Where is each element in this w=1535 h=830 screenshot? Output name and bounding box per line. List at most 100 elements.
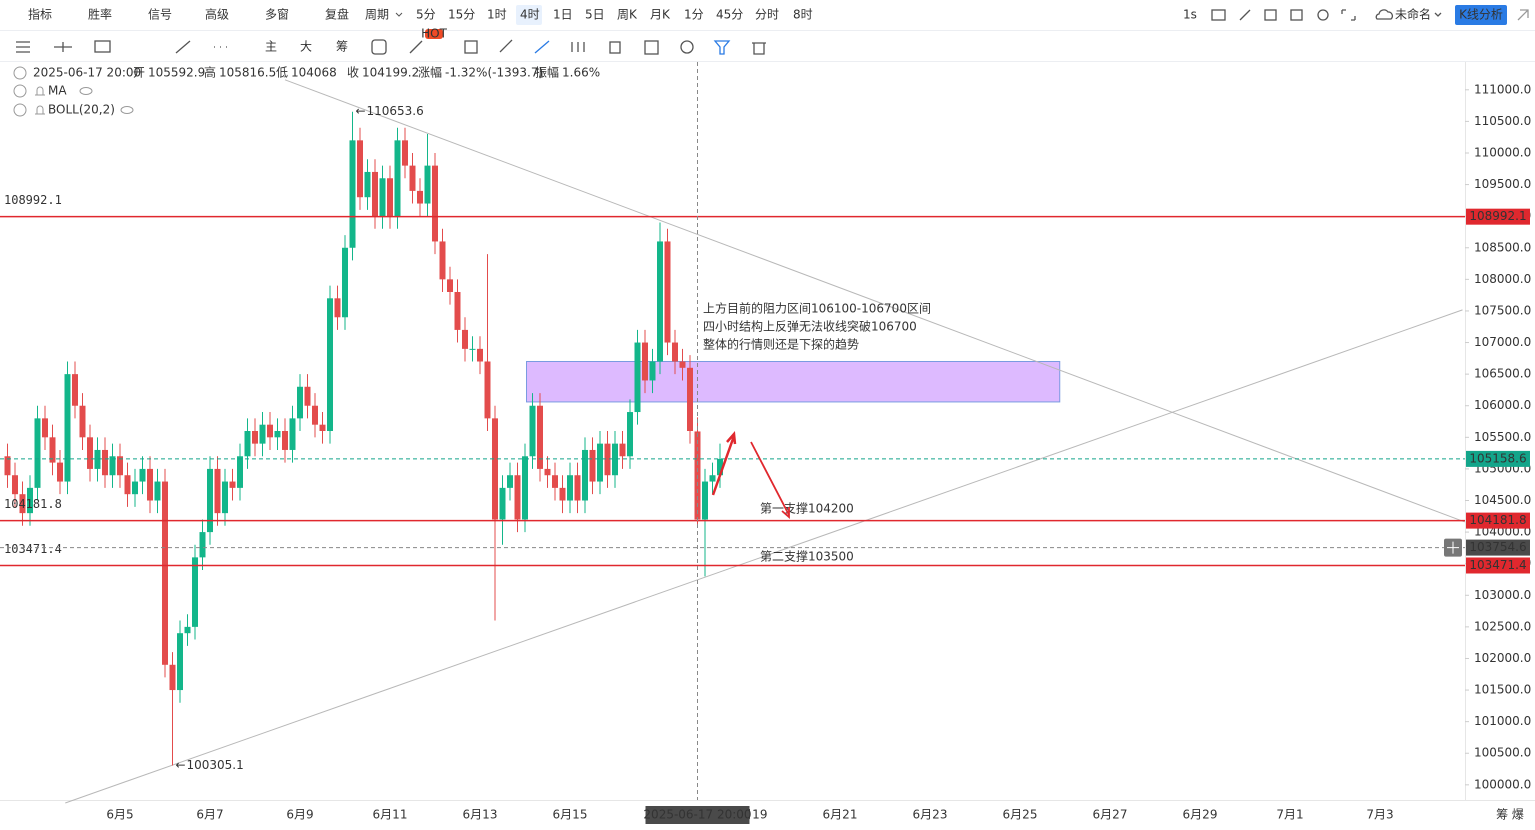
period-button[interactable]: 1时	[487, 8, 507, 22]
header-value: -1.32%(-1393.7)	[445, 66, 543, 80]
toolbar-item[interactable]: 复盘	[325, 7, 349, 22]
drawing-item[interactable]: 大	[300, 40, 312, 54]
period-button[interactable]: 月K	[650, 8, 671, 22]
toolbar-item[interactable]: 多窗	[265, 8, 289, 22]
toolbar-right-item[interactable]: 未命名	[1395, 7, 1431, 22]
y-tick-label: 107000.0	[1474, 335, 1531, 349]
toolbar-item[interactable]: 胜率	[88, 7, 112, 22]
tool-icons[interactable]	[16, 9, 1529, 55]
trend-line	[284, 79, 1465, 523]
y-tick-label: 109500.0	[1474, 177, 1531, 191]
y-tick-label: 101000.0	[1474, 714, 1531, 728]
drawing-item[interactable]: 主	[265, 40, 277, 54]
annotation: 四小时结构上反弹无法收线突破106700	[703, 319, 917, 334]
candle-body	[334, 298, 341, 318]
x-tick-label: 7月1	[1276, 808, 1303, 822]
candle-body	[222, 481, 228, 514]
candle-body	[484, 361, 491, 419]
corner-text: 筹 爆	[1496, 808, 1524, 822]
period-button[interactable]: 1日	[553, 8, 573, 22]
y-tick-label: 106500.0	[1474, 367, 1531, 381]
x-tick-label: 6月5	[106, 808, 133, 822]
candle-body	[402, 140, 408, 166]
header-label: 开	[133, 66, 145, 80]
candle-body	[664, 241, 671, 343]
candle-body	[522, 456, 528, 520]
candle-body	[687, 367, 693, 431]
header-label: 高	[204, 65, 216, 80]
level-left-label: 103471.4	[4, 542, 62, 556]
x-tick-label: 7月3	[1366, 808, 1393, 822]
candle-body	[574, 475, 581, 501]
level-left-label: 108992.1	[4, 193, 62, 207]
toolbar-item[interactable]: 指标	[28, 7, 52, 22]
support-label: 第一支撑104200	[760, 501, 854, 516]
period-button[interactable]: 45分	[716, 8, 743, 22]
candle-body	[529, 405, 536, 457]
resistance-zone	[526, 360, 1061, 403]
toolbar-item[interactable]: 周期	[365, 8, 389, 22]
period-button[interactable]: 1分	[684, 8, 704, 22]
price-tag-bg	[1466, 450, 1530, 467]
x-tick-label: 6月11	[373, 808, 408, 822]
candle-body	[357, 140, 363, 198]
candle-body	[327, 298, 333, 431]
period-button[interactable]: 5日	[585, 8, 605, 22]
period-button[interactable]: 周K	[617, 8, 638, 22]
candle-body	[394, 140, 401, 217]
y-tick-label: 108500.0	[1474, 240, 1531, 254]
toolbar-right-item[interactable]: K线分析	[1459, 8, 1503, 22]
header-value: 1.66%	[562, 66, 600, 80]
candle-body	[657, 241, 663, 362]
candle-body	[567, 475, 573, 501]
low-marker: 100305.1	[187, 758, 244, 772]
candle-body	[372, 171, 378, 217]
crosshair-time-bg	[645, 806, 750, 824]
candle-body	[319, 424, 326, 431]
candle-body	[582, 449, 588, 501]
x-tick-label: 6月13	[463, 808, 498, 822]
y-tick-label: 105500.0	[1474, 430, 1531, 444]
candle-body	[492, 418, 498, 520]
period-button[interactable]: 5分	[416, 8, 436, 22]
hot-badge: HOT	[421, 27, 447, 41]
arrow-left: ←	[356, 104, 366, 118]
collapse-icon[interactable]	[13, 66, 27, 80]
candle-body	[27, 487, 33, 514]
toolbar-item[interactable]: 信号	[148, 8, 172, 22]
candle-body	[379, 178, 386, 217]
period-button[interactable]: 4时	[520, 8, 540, 22]
candle-body	[304, 386, 311, 406]
candle-body	[177, 633, 183, 691]
toolbar-item[interactable]: 高级	[205, 7, 229, 22]
candle-body	[102, 449, 108, 476]
candle-body	[432, 165, 438, 242]
price-tag: 108992.1	[1469, 209, 1526, 223]
y-tick-label: 108000.0	[1474, 272, 1531, 286]
eye-icon[interactable]	[120, 106, 134, 114]
crosshair-price: 103754.6	[1469, 540, 1526, 554]
add-icon	[1447, 541, 1459, 554]
candle-body	[477, 348, 483, 362]
candle-body	[117, 456, 123, 476]
bell-icon	[35, 86, 45, 96]
candle-body	[252, 431, 258, 444]
period-button[interactable]: 8时	[793, 8, 813, 22]
toolbar-right-item[interactable]: 1s	[1183, 8, 1197, 22]
x-tick-label: 6月21	[823, 808, 858, 822]
candle-body	[634, 342, 641, 413]
eye-icon[interactable]	[79, 87, 93, 95]
collapse-icon[interactable]	[13, 84, 27, 98]
period-button[interactable]: 15分	[448, 8, 475, 22]
annotation: 整体的行情则还是下探的趋势	[703, 337, 859, 352]
candle-body	[79, 405, 86, 438]
drawing-item[interactable]: 筹	[336, 40, 348, 54]
candle-body	[649, 361, 656, 381]
collapse-icon[interactable]	[13, 103, 27, 117]
candle-body	[184, 626, 191, 634]
crosshair-time: 2025-06-17 20:00	[643, 808, 751, 822]
bell-icon	[35, 105, 45, 115]
candle-body	[439, 241, 446, 280]
period-button[interactable]: 分时	[755, 8, 779, 22]
